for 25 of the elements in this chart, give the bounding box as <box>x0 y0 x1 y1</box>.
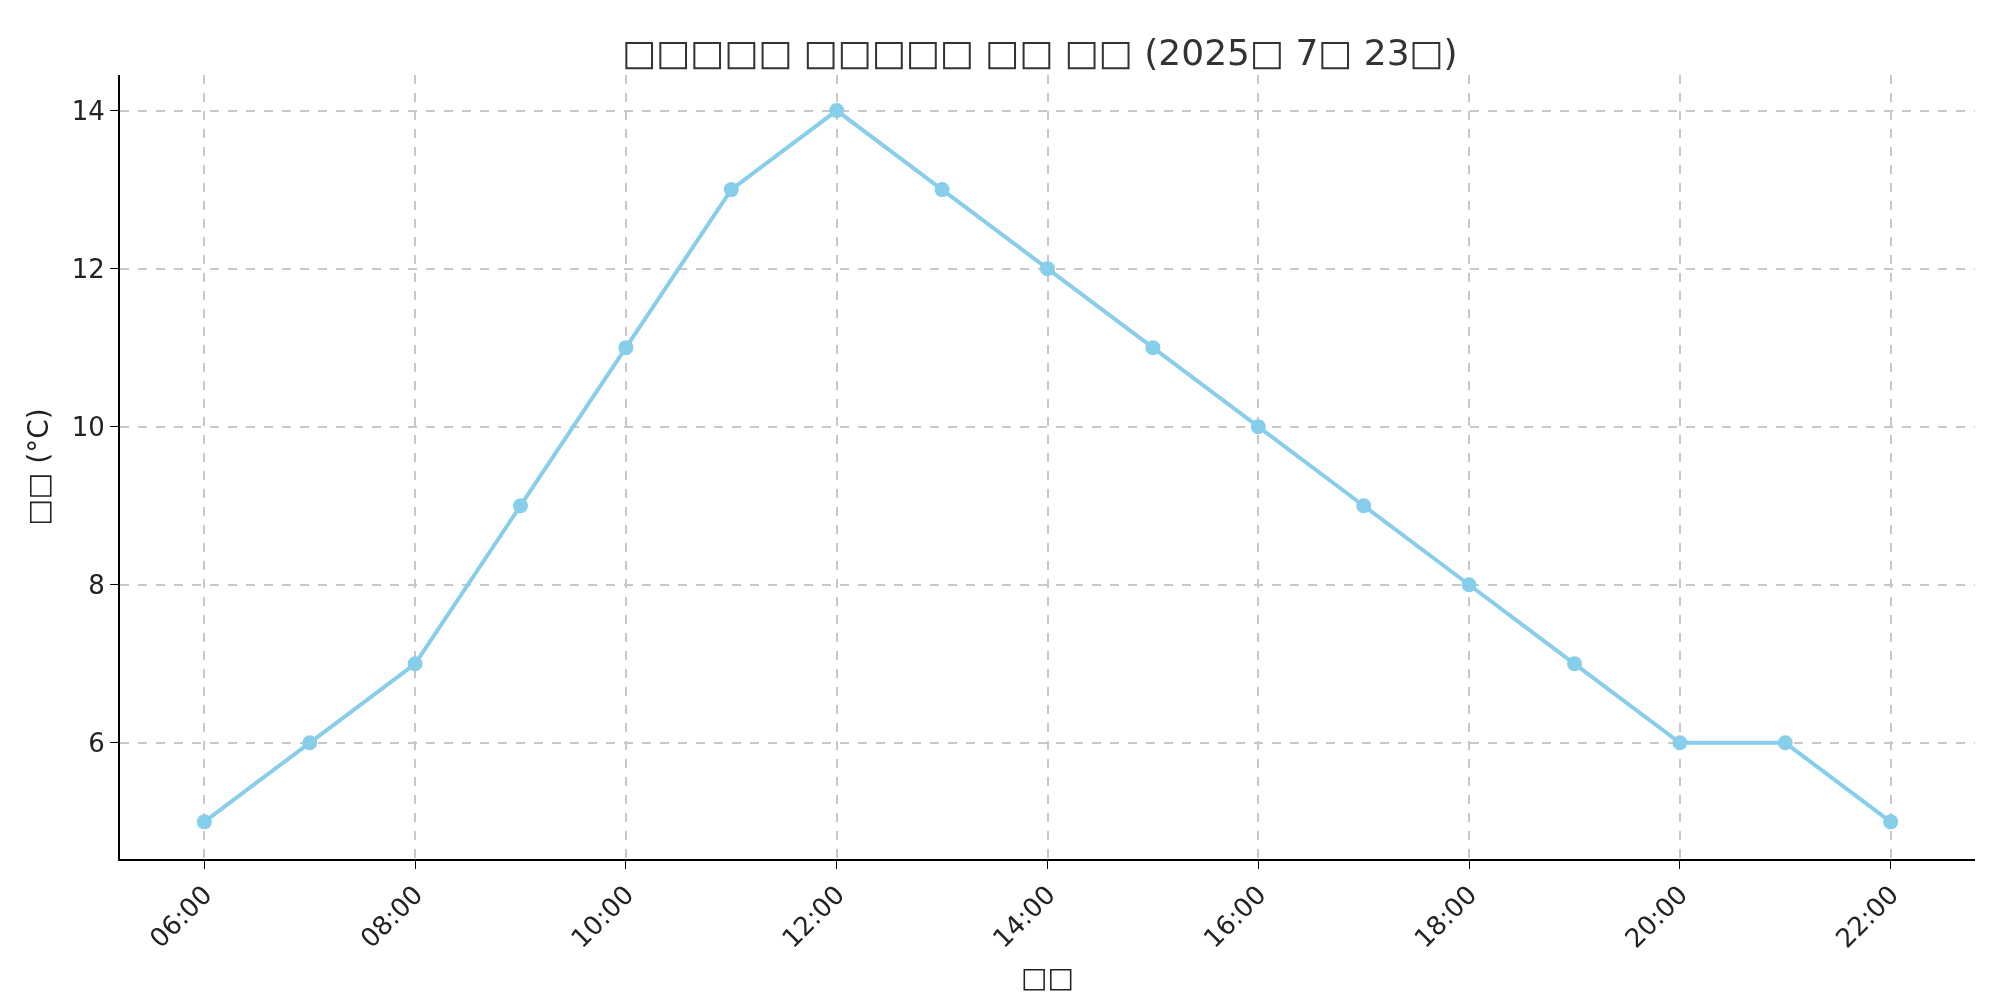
y-tick-label: 14 <box>71 95 105 126</box>
point <box>1567 656 1582 672</box>
point <box>513 498 529 514</box>
point <box>618 340 634 356</box>
point <box>407 656 423 672</box>
y-tick-label: 12 <box>71 253 105 284</box>
y-tick-label: 8 <box>88 569 105 600</box>
point <box>1777 735 1793 751</box>
point <box>196 814 212 830</box>
point <box>1672 735 1688 751</box>
point <box>934 182 950 198</box>
y-tick-label: 10 <box>71 411 105 442</box>
point <box>1356 498 1372 514</box>
chart-title: □□□□□ □□□□□ □□ □□ (2025□ 7□ 23□) <box>622 32 1458 74</box>
point <box>302 735 318 751</box>
point <box>1883 814 1899 830</box>
point <box>723 182 739 198</box>
point <box>1040 261 1055 277</box>
y-axis-title: □□ (°C) <box>21 408 55 526</box>
point <box>1145 340 1161 356</box>
x-axis-title: □□ <box>1021 961 1074 995</box>
point <box>1461 577 1477 593</box>
point <box>1250 419 1266 435</box>
y-tick-label: 6 <box>88 727 105 758</box>
point <box>829 103 845 119</box>
